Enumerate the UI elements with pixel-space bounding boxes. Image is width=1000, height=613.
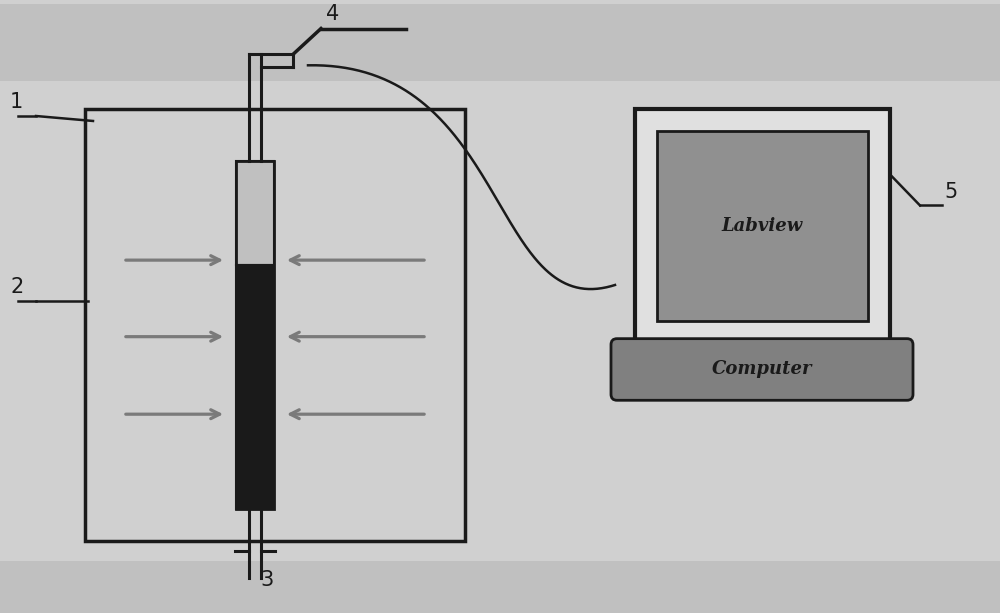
Text: 4: 4 bbox=[326, 4, 339, 23]
Bar bbox=[236, 161, 274, 265]
Text: 2: 2 bbox=[10, 277, 23, 297]
Bar bbox=[0, 562, 1000, 613]
Text: Computer: Computer bbox=[712, 360, 812, 378]
Text: 1: 1 bbox=[10, 92, 23, 112]
Text: Labview: Labview bbox=[722, 217, 803, 235]
Bar bbox=[657, 131, 868, 321]
Bar bbox=[236, 161, 274, 509]
Bar bbox=[635, 109, 890, 343]
Text: 3: 3 bbox=[260, 570, 273, 590]
Bar bbox=[0, 4, 1000, 81]
Bar bbox=[236, 265, 274, 509]
Bar bbox=[85, 109, 465, 541]
FancyBboxPatch shape bbox=[611, 338, 913, 400]
Text: 5: 5 bbox=[944, 181, 957, 202]
